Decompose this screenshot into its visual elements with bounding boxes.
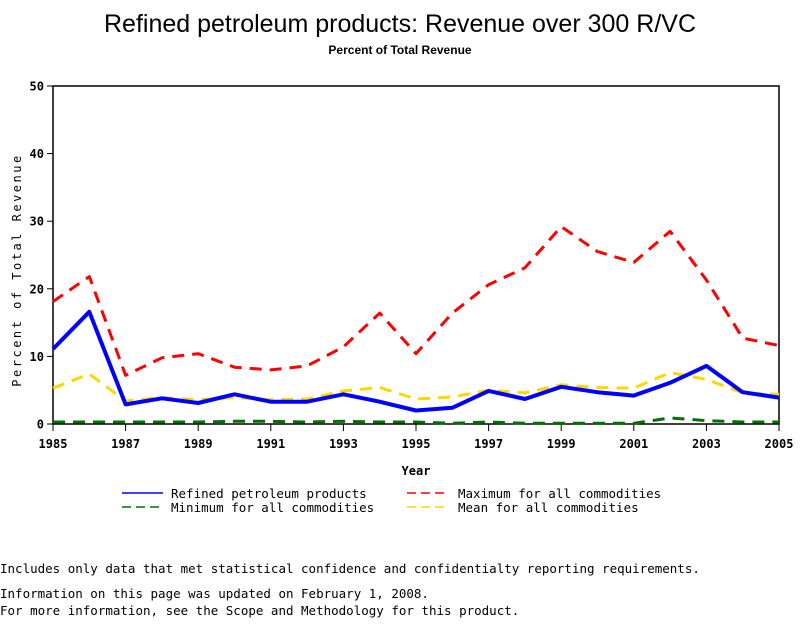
footnote-methodology: For more information, see the Scope and … <box>0 604 700 618</box>
x-tick-label: 2003 <box>692 437 721 451</box>
y-tick-label: 40 <box>30 147 44 161</box>
y-tick-label: 50 <box>30 80 44 94</box>
x-tick-label: 1985 <box>39 437 68 451</box>
legend-item-refined: Refined petroleum products <box>122 486 367 501</box>
y-tick-label: 30 <box>30 215 44 229</box>
legend: Refined petroleum products Maximum for a… <box>122 486 661 515</box>
chart-title: Refined petroleum products: Revenue over… <box>104 10 696 38</box>
legend-label-refined: Refined petroleum products <box>171 486 367 501</box>
x-tick-label: 2001 <box>619 437 648 451</box>
x-tick-label: 2005 <box>765 437 794 451</box>
x-tick-label: 1991 <box>256 437 285 451</box>
footnotes: Includes only data that met statistical … <box>0 534 700 632</box>
footnote-confidence: Includes only data that met statistical … <box>0 562 700 576</box>
x-tick-label: 1999 <box>547 437 576 451</box>
series-refined-petroleum-line <box>53 312 779 411</box>
series-maximum-line <box>53 227 779 376</box>
y-axis-label: Percent of Total Revenue <box>10 153 24 386</box>
legend-label-maximum: Maximum for all commodities <box>458 486 661 501</box>
legend-item-minimum: Minimum for all commodities <box>122 500 374 515</box>
line-chart: Refined petroleum products: Revenue over… <box>0 0 800 530</box>
y-tick-label: 0 <box>37 418 44 432</box>
y-axis: 0 10 20 30 40 50 <box>30 80 53 432</box>
legend-item-mean: Mean for all commodities <box>407 500 639 515</box>
legend-label-minimum: Minimum for all commodities <box>171 500 374 515</box>
x-axis: 1985 1987 1989 1991 1993 1995 1997 1999 2001 2003… <box>39 424 794 451</box>
x-axis-label: Year <box>402 464 431 478</box>
legend-item-maximum: Maximum for all commodities <box>407 486 661 501</box>
series-layer <box>53 227 779 424</box>
chart-subtitle: Percent of Total Revenue <box>328 43 471 57</box>
legend-label-mean: Mean for all commodities <box>458 500 639 515</box>
plot-frame <box>53 86 779 424</box>
x-tick-label: 1995 <box>402 437 431 451</box>
x-tick-label: 1997 <box>474 437 503 451</box>
x-tick-label: 1993 <box>329 437 358 451</box>
series-minimum-line <box>53 418 779 423</box>
updated-date-note: Information on this page was updated on … <box>0 586 429 601</box>
plot-area-border <box>53 86 779 424</box>
x-tick-label: 1987 <box>111 437 140 451</box>
x-tick-label: 1989 <box>184 437 213 451</box>
y-tick-label: 10 <box>30 350 44 364</box>
y-tick-label: 20 <box>30 282 44 296</box>
